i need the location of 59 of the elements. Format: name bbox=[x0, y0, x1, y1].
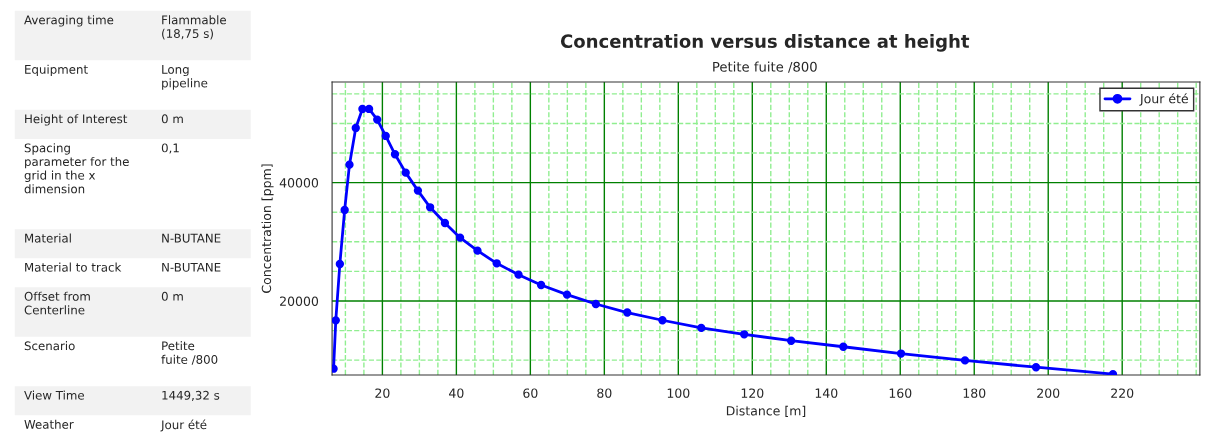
x-tick-label: 140 bbox=[815, 388, 838, 398]
point bbox=[335, 259, 345, 269]
x-tick-label: 120 bbox=[741, 388, 764, 398]
x-tick-label: 180 bbox=[963, 388, 986, 398]
point bbox=[332, 316, 340, 325]
point bbox=[364, 104, 374, 114]
point bbox=[591, 299, 600, 309]
text: N-BUTANE bbox=[162, 262, 221, 272]
text: 0 m bbox=[161, 114, 183, 124]
text: Jour été bbox=[160, 419, 207, 432]
text: 1449,32 s bbox=[162, 390, 220, 401]
point bbox=[536, 280, 546, 290]
point bbox=[658, 316, 667, 325]
text: Material bbox=[25, 233, 71, 243]
text: N-BUTANE bbox=[162, 233, 221, 243]
y-tick-label: 40000 bbox=[279, 178, 319, 188]
text: Offset from Centerline bbox=[24, 291, 90, 315]
text: Height of Interest bbox=[25, 114, 128, 126]
y-tick-label: 20000 bbox=[280, 296, 319, 306]
point bbox=[425, 203, 435, 212]
point bbox=[345, 160, 354, 169]
text: Flammable (18,75 s) bbox=[162, 15, 227, 40]
point bbox=[473, 246, 482, 255]
point bbox=[440, 218, 450, 228]
text: Equipment bbox=[25, 64, 88, 77]
point bbox=[351, 123, 360, 133]
point bbox=[896, 349, 906, 358]
point bbox=[390, 150, 400, 159]
chart-title: Concentration versus distance at height bbox=[560, 34, 970, 52]
point bbox=[1031, 363, 1041, 372]
x-tick-label: 220 bbox=[1111, 388, 1134, 398]
point bbox=[623, 308, 632, 317]
text: Scenario bbox=[24, 341, 75, 351]
x-tick-label: 200 bbox=[1037, 388, 1060, 398]
point bbox=[373, 115, 382, 124]
text: View Time bbox=[24, 390, 85, 400]
x-tick-label: 80 bbox=[597, 388, 612, 398]
point bbox=[839, 342, 848, 351]
text: Material to track bbox=[25, 262, 122, 272]
chart-subtitle: Petite fuite /800 bbox=[713, 61, 817, 73]
x-tick-label: 20 bbox=[375, 388, 390, 398]
point bbox=[401, 168, 410, 177]
x-tick-label: 100 bbox=[667, 388, 690, 398]
text: Spacing parameter for the grid in the x dimension bbox=[24, 143, 129, 194]
text: Petite fuite /800 bbox=[161, 341, 218, 365]
x-tick-label: 160 bbox=[889, 388, 912, 398]
text: 0,1 bbox=[161, 143, 179, 154]
legend-label: Jour été bbox=[1139, 93, 1188, 106]
text: 0 m bbox=[161, 291, 183, 301]
text: Long pipeline bbox=[162, 65, 208, 90]
x-tick-label: 40 bbox=[449, 388, 464, 398]
point bbox=[739, 330, 749, 339]
x-tick-label: 60 bbox=[523, 388, 538, 398]
x-axis-title: Distance [m] bbox=[726, 405, 806, 417]
text: Weather bbox=[24, 419, 74, 429]
text: Averaging time bbox=[24, 15, 114, 27]
y-axis-title: Concentration [ppm] bbox=[261, 164, 274, 293]
point bbox=[786, 336, 796, 345]
point bbox=[960, 356, 970, 365]
